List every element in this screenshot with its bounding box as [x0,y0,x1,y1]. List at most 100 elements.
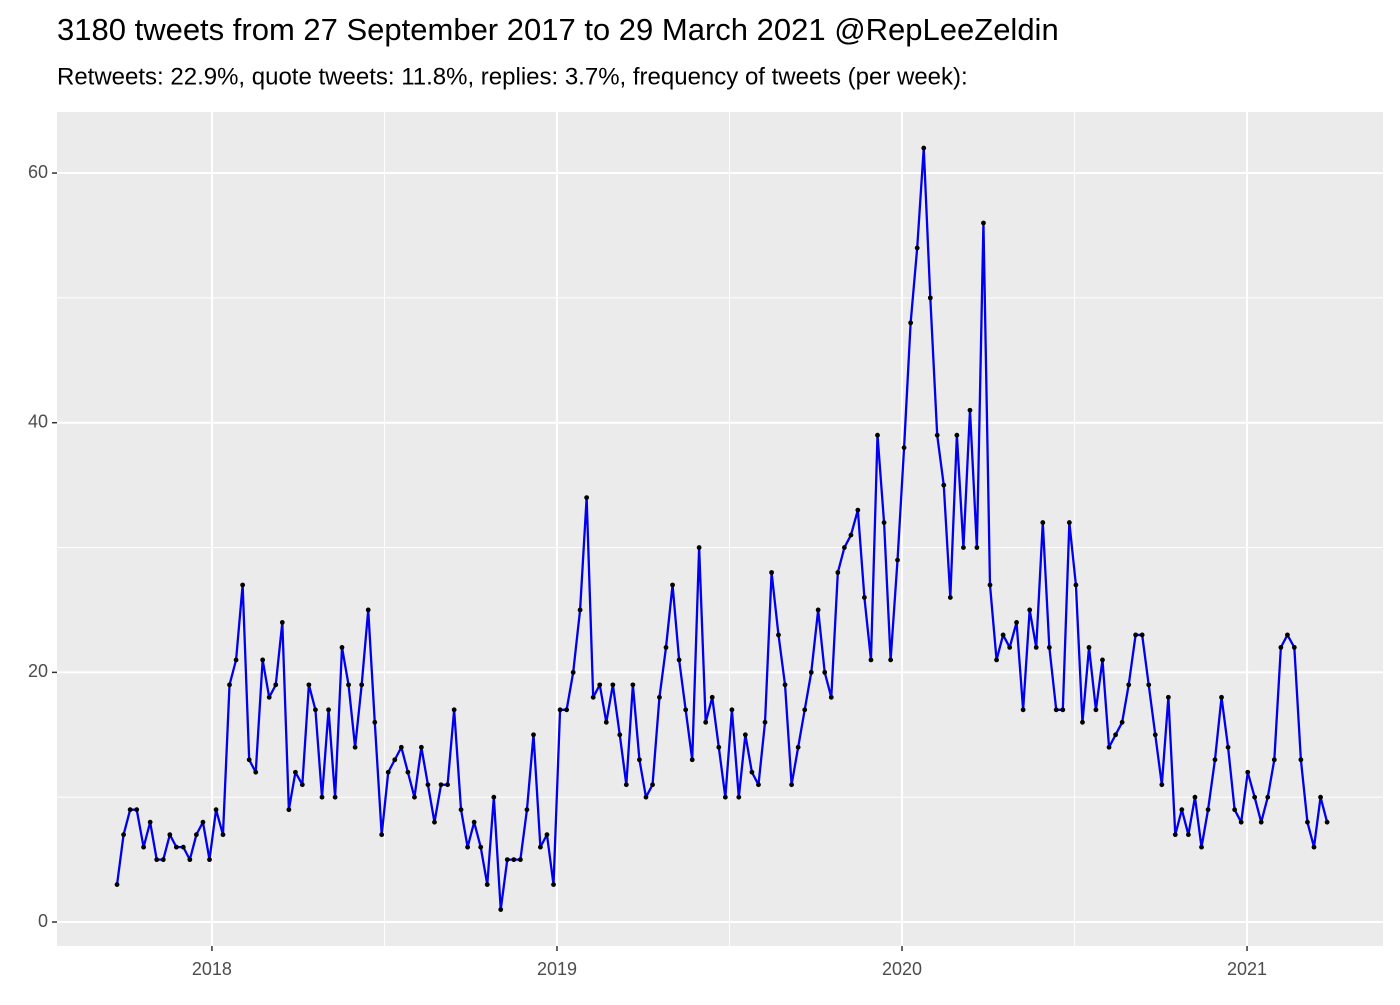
point [1014,620,1019,625]
point [1199,844,1204,850]
point [207,857,212,863]
point [1258,819,1264,825]
point [1146,682,1152,688]
point [974,545,980,550]
point [213,807,219,813]
point [1113,732,1118,738]
point [676,657,682,663]
point [412,794,417,800]
point [729,707,735,713]
point [1053,707,1059,713]
point [941,482,947,488]
point [855,507,861,513]
point [1139,632,1145,638]
point [1318,794,1323,800]
chart-title: 3180 tweets from 27 September 2017 to 29… [57,12,1059,47]
point [703,719,709,725]
point [1219,694,1224,700]
point [795,744,801,750]
point [1232,807,1238,813]
point [1152,732,1158,738]
point [273,682,279,688]
point [1106,744,1112,750]
point [643,794,649,800]
point [617,732,623,738]
point [590,694,596,700]
point [1305,819,1310,825]
point [193,832,199,838]
point [1033,645,1039,650]
point [802,707,808,713]
point [954,432,960,438]
point [570,669,576,675]
point [544,832,550,838]
point [385,769,391,775]
point [1298,757,1304,763]
point [299,782,305,788]
point [359,682,365,688]
line [115,146,1329,911]
point [650,782,655,788]
point [445,782,450,788]
point [1027,607,1033,613]
point [551,882,556,887]
point [709,694,715,700]
point [187,857,193,863]
point [1159,782,1165,788]
point [742,732,748,738]
point [762,719,768,725]
point [180,844,186,850]
point [981,220,986,226]
point [365,607,371,613]
point [782,682,788,688]
point [1252,794,1258,800]
point [1126,682,1132,688]
point [967,407,973,413]
point [484,882,490,887]
point [398,744,404,750]
point [253,769,259,775]
point [160,857,166,863]
point [127,807,133,813]
point [657,694,662,700]
chart-subtitle: Retweets: 22.9%, quote tweets: 11.8%, re… [57,63,968,90]
point [538,844,543,850]
point [1133,632,1139,638]
point [584,495,590,501]
point [1225,744,1231,750]
point [286,807,292,813]
point [987,582,993,588]
point [531,732,536,738]
point [603,719,609,725]
point [895,557,900,563]
point [1179,807,1185,813]
point [1073,582,1079,588]
point [934,432,940,438]
point [1040,520,1046,525]
point [1291,645,1297,650]
point [260,657,266,663]
point [220,832,226,838]
point [432,819,437,825]
point [141,844,147,850]
point [1238,819,1244,825]
point [822,669,828,675]
point [994,657,999,663]
point [789,782,794,788]
point [1192,794,1198,800]
point [756,782,761,788]
point [392,757,398,763]
point [227,682,232,688]
point [769,570,774,575]
point [405,769,411,775]
point [154,857,160,863]
point [1285,632,1290,638]
point [815,607,821,613]
point [722,794,728,800]
point [147,819,153,825]
y-tick-label: 40 [28,411,48,431]
point [577,607,583,613]
point [438,782,444,788]
point [610,682,616,688]
point [352,744,358,750]
